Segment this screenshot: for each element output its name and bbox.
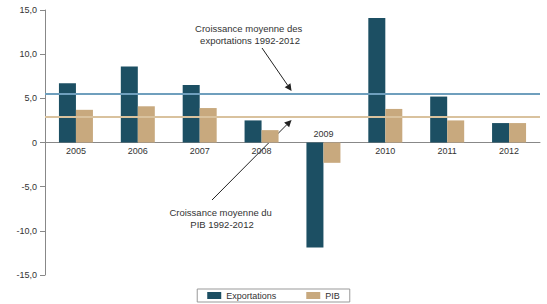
svg-text:10,0: 10,0 [19, 49, 37, 59]
svg-text:2005: 2005 [66, 146, 86, 156]
svg-text:Croissance moyenne des: Croissance moyenne des [195, 23, 305, 34]
svg-text:5,0: 5,0 [24, 93, 37, 103]
svg-text:-5,0: -5,0 [21, 182, 37, 192]
svg-text:PIB 1992-2012: PIB 1992-2012 [190, 219, 253, 230]
svg-text:0: 0 [32, 138, 37, 148]
svg-text:Croissance moyenne du: Croissance moyenne du [169, 207, 274, 218]
svg-text:2009: 2009 [313, 129, 333, 139]
svg-text:-10,0: -10,0 [16, 226, 37, 236]
svg-text:2007: 2007 [190, 146, 210, 156]
svg-text:2008: 2008 [252, 146, 272, 156]
svg-text:15,0: 15,0 [19, 5, 37, 15]
svg-text:2010: 2010 [375, 146, 395, 156]
svg-text:PIB: PIB [325, 291, 340, 301]
svg-text:exportations 1992-2012: exportations 1992-2012 [200, 35, 300, 46]
svg-text:2012: 2012 [499, 146, 519, 156]
svg-text:2011: 2011 [438, 146, 457, 156]
svg-text:Exportations: Exportations [226, 291, 277, 301]
svg-text:-15,0: -15,0 [16, 270, 37, 280]
svg-text:2006: 2006 [128, 146, 148, 156]
